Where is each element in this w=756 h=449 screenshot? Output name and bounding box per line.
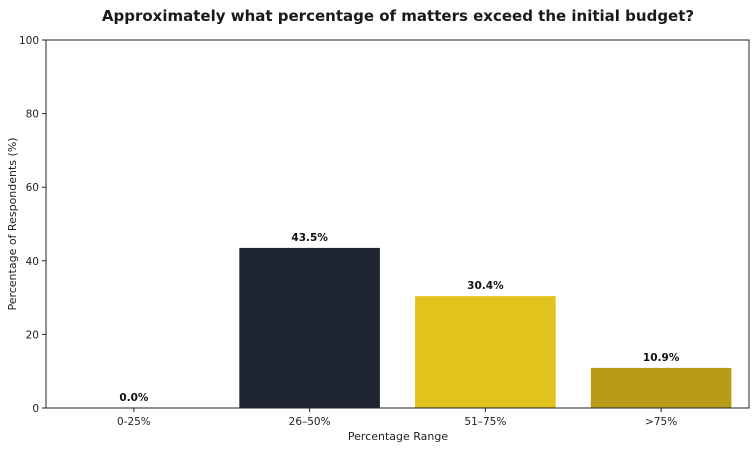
bar-1 — [239, 247, 380, 408]
bar-3 — [590, 367, 732, 408]
y-tick-label: 40 — [26, 256, 39, 268]
data-label-3: 10.9% — [643, 352, 680, 364]
data-label-2: 30.4% — [467, 280, 504, 292]
chart-title: Approximately what percentage of matters… — [102, 7, 694, 25]
y-tick-label: 100 — [19, 35, 39, 47]
x-tick-label: 0-25% — [117, 416, 151, 428]
plot-frame — [45, 39, 750, 409]
x-axis-label: Percentage Range — [348, 430, 448, 443]
x-tick-label: >75% — [645, 416, 677, 428]
y-tick-label: 60 — [26, 182, 39, 194]
data-labels: 0.0% 43.5% 30.4% 10.9% — [119, 232, 680, 404]
y-tick-label: 20 — [26, 329, 39, 341]
data-label-1: 43.5% — [291, 232, 328, 244]
x-axis-ticks: 0-25% 26–50% 51–75% >75% — [117, 408, 677, 428]
bars — [239, 247, 732, 408]
y-tick-label: 80 — [26, 109, 39, 121]
data-label-0: 0.0% — [119, 392, 149, 404]
y-axis-ticks: 0 20 40 60 80 100 — [19, 35, 46, 415]
y-axis-label: Percentage of Respondents (%) — [6, 137, 19, 310]
x-tick-label: 26–50% — [289, 416, 331, 428]
x-tick-label: 51–75% — [464, 416, 506, 428]
bar-2 — [415, 296, 556, 408]
y-tick-label: 0 — [32, 403, 39, 415]
